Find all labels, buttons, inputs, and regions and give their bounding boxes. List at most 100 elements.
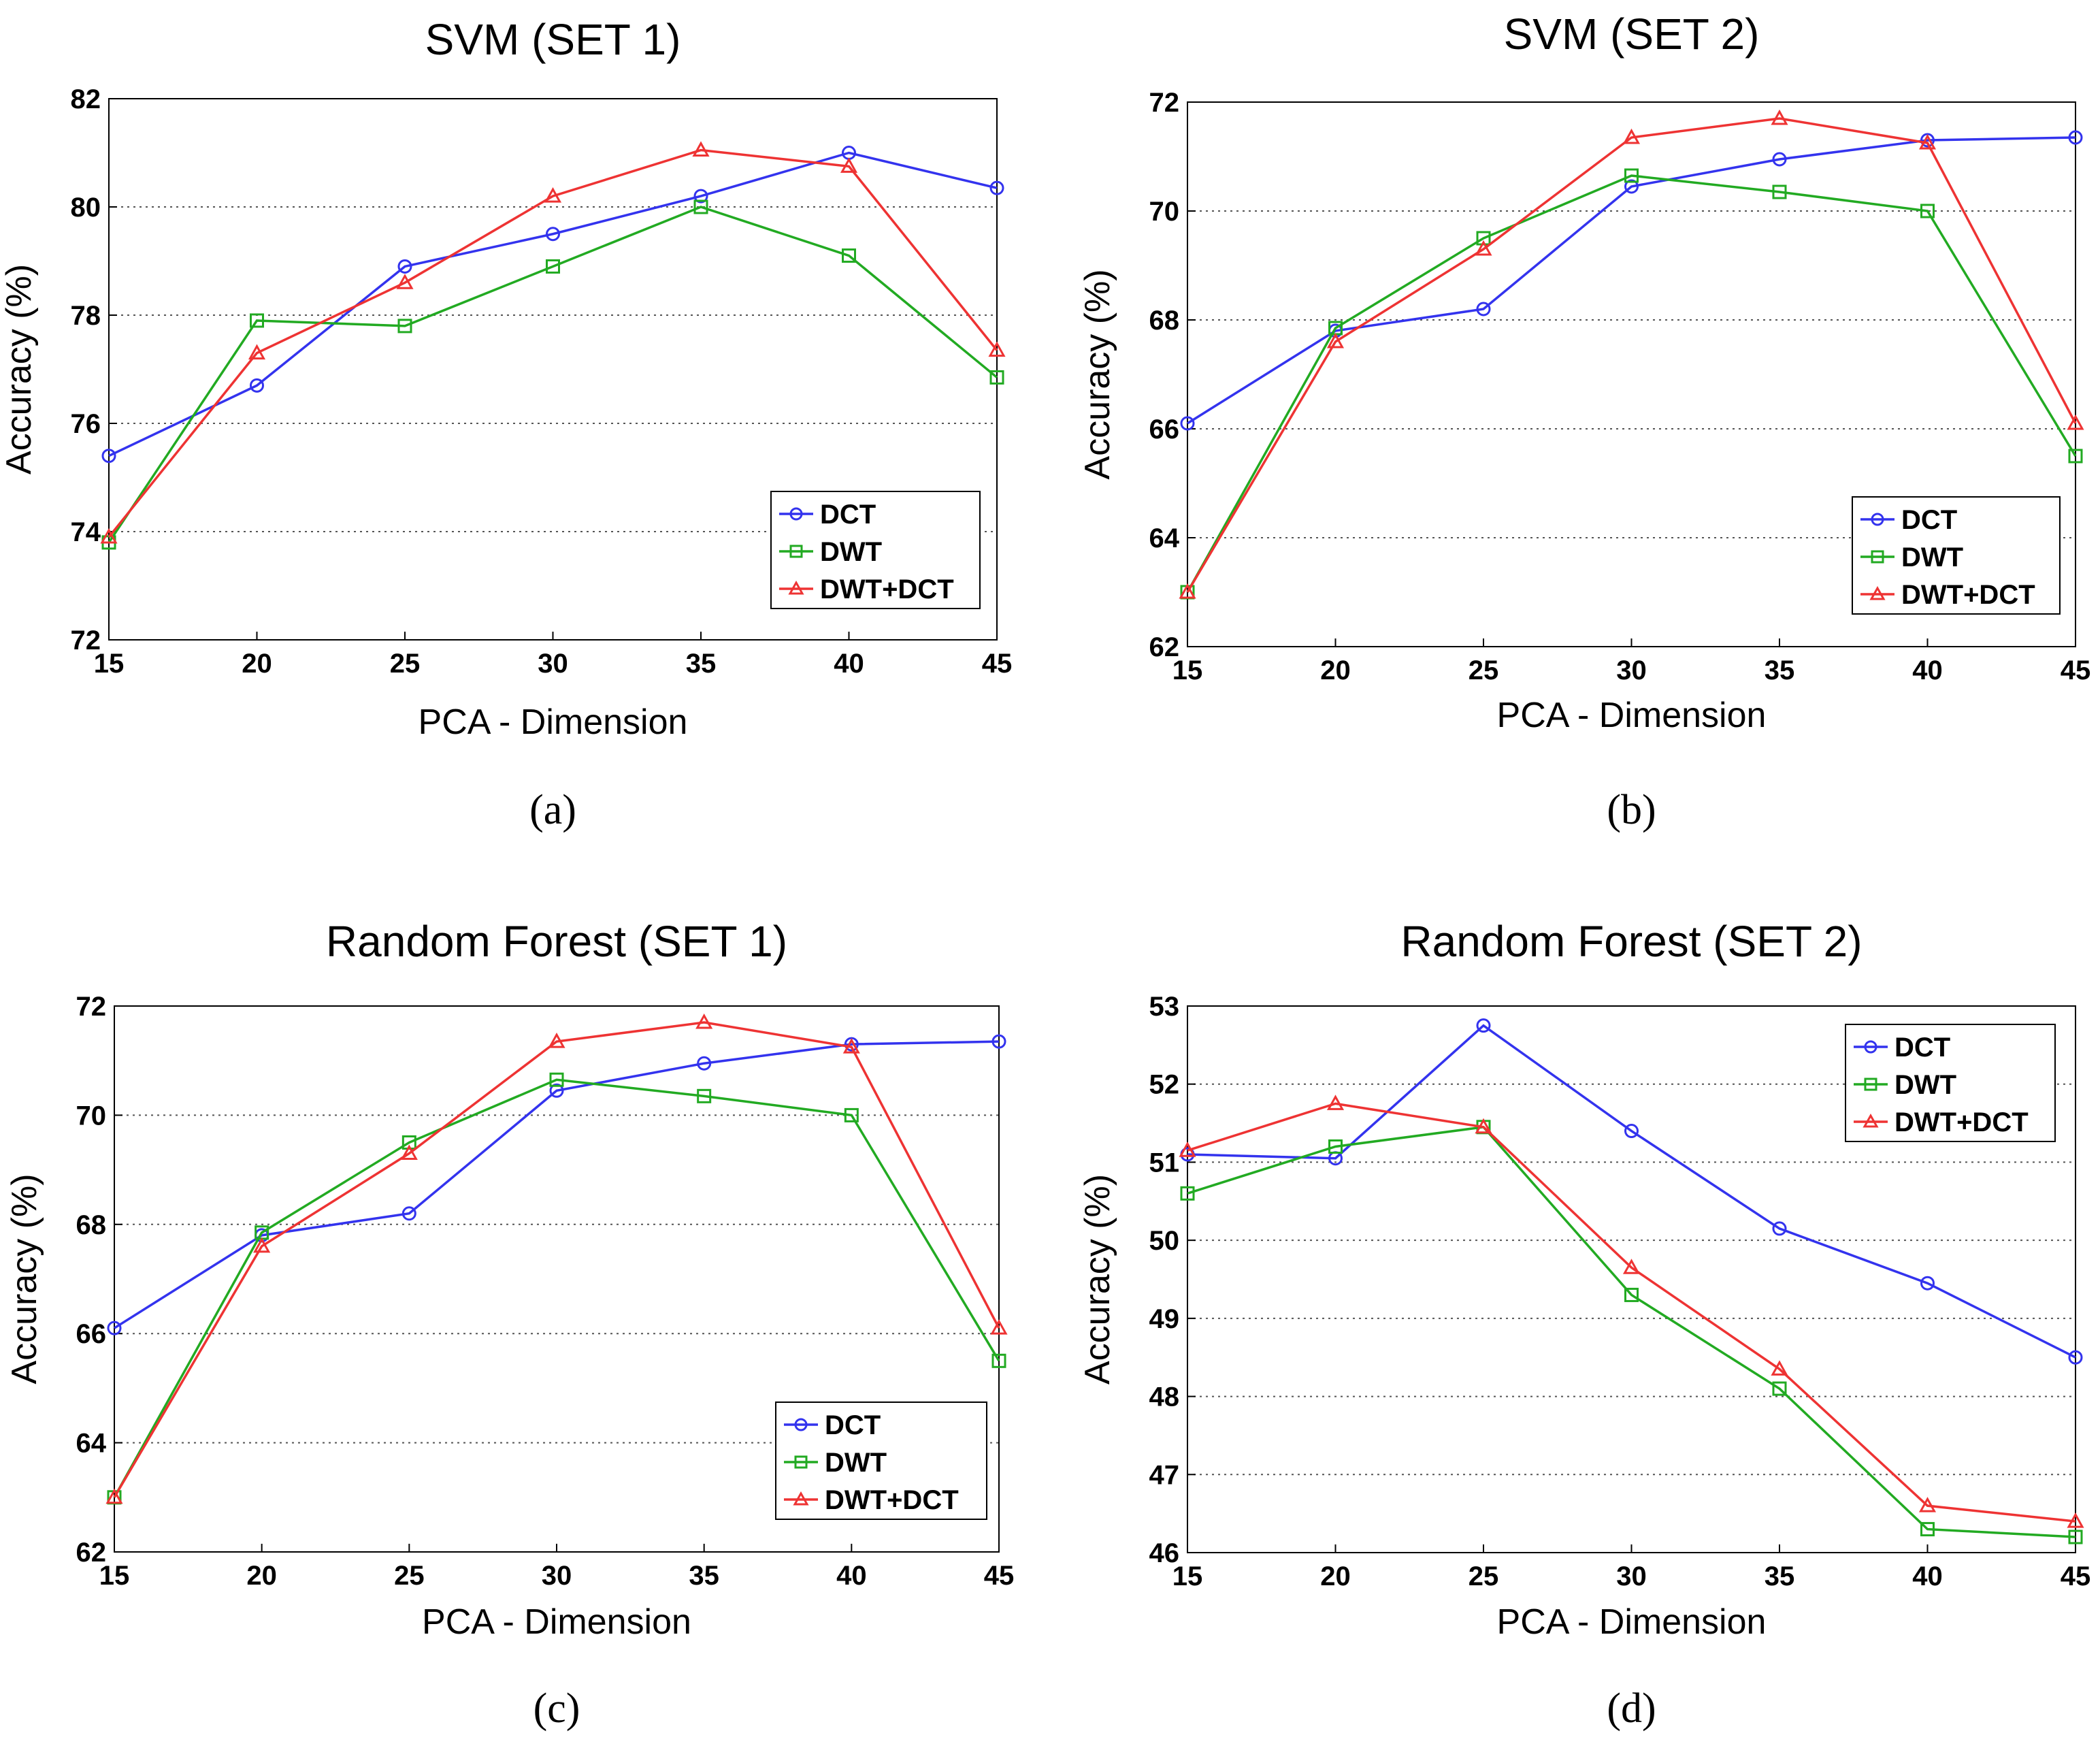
data-point-dct (1772, 152, 1787, 167)
y-tick-label: 62 (76, 1538, 107, 1568)
legend-label-dwt: DWT (825, 1448, 887, 1478)
x-axis-label: PCA - Dimension (1497, 696, 1767, 735)
series-line-dwt (1186, 174, 2077, 593)
x-tick-label: 15 (99, 1561, 130, 1591)
legend-marker-dwt-dct (793, 1491, 809, 1506)
data-point-dwt (397, 319, 412, 334)
data-point-dwt (1180, 1186, 1195, 1201)
data-point-dwt-dct (1326, 332, 1345, 349)
data-point-dwt-dct (1918, 133, 1937, 150)
data-point-dwt-dct (105, 1488, 123, 1504)
y-axis-label: Accuracy (%) (0, 264, 39, 474)
y-tick-label: 50 (1149, 1226, 1180, 1256)
x-tick-label: 30 (1616, 655, 1647, 685)
data-point-dwt-dct (253, 1237, 271, 1253)
legend: DCT DWT DWT+DCT (1845, 1024, 2056, 1142)
series-dwt-dct (105, 1013, 1008, 1504)
data-point-dwt (1328, 1139, 1343, 1154)
y-tick-label: 68 (76, 1210, 107, 1240)
x-tick-label: 20 (246, 1561, 277, 1591)
data-point-dwt-dct (840, 157, 858, 173)
y-tick-label: 70 (1149, 197, 1180, 227)
data-point-dwt (991, 1353, 1006, 1368)
legend: DCT DWT DWT+DCT (1852, 496, 2061, 615)
data-point-dct (101, 449, 116, 464)
data-point-dct (1772, 1221, 1787, 1236)
chart-c: 62 64 66 68 70 72 15 20 25 30 35 40 45 Random Forest … (5, 917, 1014, 1732)
x-tick-label: 40 (1912, 655, 1943, 685)
y-tick-label: 52 (1149, 1070, 1180, 1100)
x-tick-label: 20 (242, 649, 272, 679)
legend-label-dwt-dct: DWT+DCT (1894, 1107, 2029, 1137)
y-tick-label: 70 (76, 1101, 107, 1131)
chart-title: SVM (SET 1) (425, 15, 681, 64)
caption: (d) (1607, 1685, 1656, 1732)
x-tick-label: 15 (94, 649, 125, 679)
y-tick-label: 53 (1149, 992, 1180, 1022)
x-axis-label: PCA - Dimension (422, 1602, 691, 1642)
x-tick-label: 45 (984, 1561, 1015, 1591)
legend-label-dct: DCT (825, 1410, 881, 1440)
caption: (c) (534, 1685, 580, 1732)
data-point-dwt (1920, 204, 1935, 218)
x-tick-label: 20 (1320, 655, 1351, 685)
data-point-dwt-dct (400, 1144, 418, 1161)
data-point-dct (1476, 1018, 1491, 1033)
y-tick-label: 68 (1149, 306, 1180, 336)
x-tick-label: 35 (689, 1561, 719, 1591)
series-line-dct (108, 151, 998, 457)
chart-title: SVM (SET 2) (1504, 10, 1760, 59)
y-tick-label: 72 (1149, 88, 1180, 118)
series-line-dwt-dct (113, 1021, 1000, 1498)
x-tick-label: 45 (982, 649, 1013, 679)
chart-a: 72 74 76 78 80 82 15 20 25 30 35 40 45 SVM (SET 1) PCA… (0, 15, 1012, 833)
series-dwt-dct (100, 141, 1006, 544)
data-point-dwt-dct (842, 1038, 860, 1054)
data-point-dwt (989, 370, 1004, 385)
y-tick-label: 51 (1149, 1148, 1180, 1178)
x-tick-label: 25 (394, 1561, 425, 1591)
x-tick-label: 30 (538, 649, 568, 679)
data-point-dwt-dct (396, 274, 414, 289)
series-dwt-dct (1179, 1095, 2084, 1528)
series-line-dwt-dct (1187, 1102, 2076, 1523)
series-line-dct (114, 1040, 1000, 1329)
data-point-dwt-dct (1326, 1095, 1345, 1110)
series-line-dwt (108, 206, 998, 543)
series-line-dwt (1187, 1125, 2076, 1538)
y-tick-label: 72 (76, 992, 107, 1022)
legend-label-dwt-dct: DWT+DCT (820, 574, 954, 604)
legend-label-dwt: DWT (1894, 1070, 1956, 1100)
y-tick-label: 72 (71, 626, 101, 655)
legend-marker-dwt-dct (1863, 1113, 1879, 1128)
y-tick-label: 82 (71, 84, 101, 114)
x-tick-label: 40 (1912, 1561, 1943, 1591)
legend-marker-dwt (794, 1455, 808, 1469)
caption: (a) (529, 787, 576, 833)
data-point-dct (1920, 1276, 1935, 1291)
legend-marker-dwt (1864, 1077, 1877, 1091)
legend-label-dwt-dct: DWT+DCT (1901, 580, 2035, 610)
y-tick-label: 46 (1149, 1538, 1180, 1568)
data-point-dwt-dct (2067, 414, 2084, 430)
data-point-dwt-dct (695, 1013, 713, 1029)
data-point-dct (546, 227, 560, 242)
data-point-dwt-dct (2067, 1512, 2084, 1528)
data-point-dwt-dct (1918, 1497, 1937, 1512)
data-point-dct (549, 1083, 564, 1098)
data-point-dwt-dct (988, 341, 1006, 357)
y-axis-label: Accuracy (%) (1078, 1174, 1117, 1384)
legend-marker-dwt (789, 545, 803, 558)
legend-label-dwt: DWT (820, 537, 882, 567)
data-point-dct (2068, 1350, 2083, 1365)
y-tick-label: 47 (1149, 1460, 1180, 1490)
legend: DCT DWT DWT+DCT (775, 1401, 987, 1520)
data-point-dwt-dct (248, 344, 266, 360)
x-tick-label: 40 (836, 1561, 867, 1591)
data-point-dwt (842, 248, 856, 263)
legend-marker-dwt-dct (788, 580, 804, 595)
data-point-dct (693, 189, 708, 204)
legend-label-dct: DCT (1894, 1033, 1950, 1063)
legend-marker-dct (1864, 1040, 1877, 1054)
x-tick-label: 30 (542, 1561, 572, 1591)
